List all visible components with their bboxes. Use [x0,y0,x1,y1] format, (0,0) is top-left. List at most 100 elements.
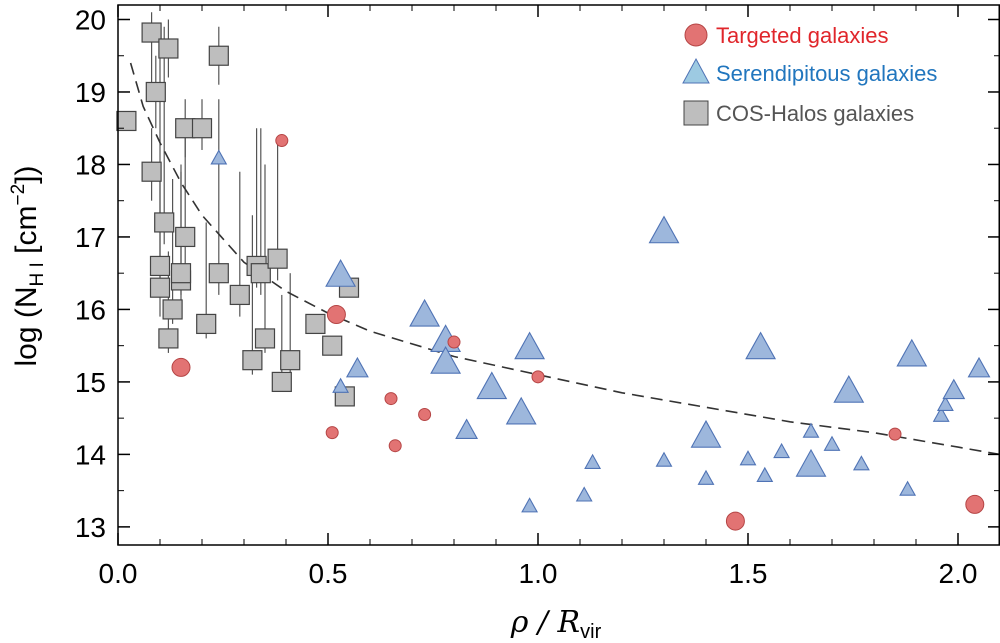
coshalos-point [208,263,229,284]
coshalos-point [149,277,171,298]
x-tick-label: 0.5 [309,558,348,589]
legend-marker-triangle [682,57,710,84]
targeted-point [275,134,289,148]
legend-label-coshalos: COS-Halos galaxies [716,101,914,126]
y-tick-label: 20 [75,4,106,35]
targeted-point [965,494,985,514]
targeted-point [888,427,902,441]
legend: Targeted galaxies Serendipitous galaxies… [682,23,937,126]
serendipitous-point [697,469,715,485]
legend-marker-square [683,100,709,126]
coshalos-point [175,226,196,248]
targeted-point [171,357,191,377]
x-tick-label: 2.0 [939,558,978,589]
coshalos-point [116,110,137,132]
serendipitous-point [942,378,966,400]
coshalos-point [196,313,217,335]
coshalos-point [158,328,179,349]
targeted-point [531,370,545,384]
y-tick-label: 19 [75,77,106,108]
coshalos-point [162,299,183,320]
serendipitous-point [210,149,228,165]
serendipitous-point [655,451,673,467]
serendipitous-point [899,480,917,496]
serendipitous-point [505,396,537,425]
serendipitous-point [476,371,508,400]
coshalos-point [149,255,171,277]
serendipitous-point [521,497,539,513]
serendipitous-point [455,418,479,440]
serendipitous-point [823,435,841,451]
serendipitous-point [514,331,546,360]
coshalos-point [250,263,271,284]
serendipitous-point [773,442,791,459]
coshalos-point [154,212,175,233]
serendipitous-point [648,215,680,244]
serendipitous-point [325,259,357,287]
serendipitous-point [584,453,602,469]
coshalos-point [242,350,263,371]
legend-label-targeted: Targeted galaxies [716,23,888,48]
y-axis-label: log (NH I [cm−2]) [8,166,48,367]
serendipitous-point [345,356,369,378]
legend-item-coshalos: COS-Halos galaxies [683,100,914,126]
targeted-point [725,511,745,531]
coshalos-point [145,81,166,103]
targeted-point [388,439,402,453]
serendipitous-point [575,486,593,502]
coshalos-point [158,38,179,59]
coshalos-point [191,118,213,139]
serendipitous-point [936,395,954,411]
legend-marker-circle [684,23,708,47]
serendipitous-point [795,448,827,477]
serendipitous-point [409,298,441,327]
coshalos-point [280,350,301,371]
serendipitous-point [932,406,950,422]
y-tick-label: 16 [75,294,106,325]
legend-item-serendipitous: Serendipitous galaxies [682,57,937,86]
serendipitous-point [745,331,777,360]
serendipitous-point [967,356,991,378]
coshalos-point [271,371,292,393]
y-tick-label: 15 [75,367,106,398]
serendipitous-point [896,338,928,367]
targeted-point [326,305,346,325]
plot-area [116,12,1000,531]
coshalos-point [322,335,343,356]
x-axis-label: ρ / Rvir [510,605,602,643]
x-tick-label: 1.0 [519,558,558,589]
coshalos-point [141,22,162,43]
serendipitous-point [833,374,865,403]
targeted-point [447,335,461,349]
coshalos-point [229,284,250,306]
legend-item-targeted: Targeted galaxies [684,23,888,48]
axes: 0.0 0.5 1.0 1.5 2.0 13 14 15 16 17 18 19 20 [75,4,1000,589]
serendipitous-point [802,422,820,438]
coshalos-point [170,263,192,284]
targeted-point [384,392,398,406]
serendipitous-point [430,345,462,374]
coshalos-point [267,248,288,269]
serendipitous-point [332,377,350,393]
x-tick-label: 1.5 [729,558,768,589]
targeted-point [325,426,339,440]
legend-label-serendipitous: Serendipitous galaxies [716,61,937,86]
y-tick-label: 13 [75,512,106,543]
coshalos-point [141,161,162,182]
y-tick-label: 17 [75,222,106,253]
targeted-point [418,408,432,422]
coshalos-point [305,313,326,335]
coshalos-point [175,118,196,139]
fit-curve [129,62,1000,456]
serendipitous-point [690,419,722,448]
coshalos-point [208,45,229,66]
plot-frame [117,4,1000,546]
y-tick-label: 18 [75,149,106,180]
serendipitous-point [852,455,870,471]
y-tick-label: 14 [75,439,106,470]
serendipitous-point [739,450,757,466]
coshalos-point [254,328,276,349]
serendipitous-point [756,466,774,482]
x-tick-label: 0.0 [99,558,138,589]
